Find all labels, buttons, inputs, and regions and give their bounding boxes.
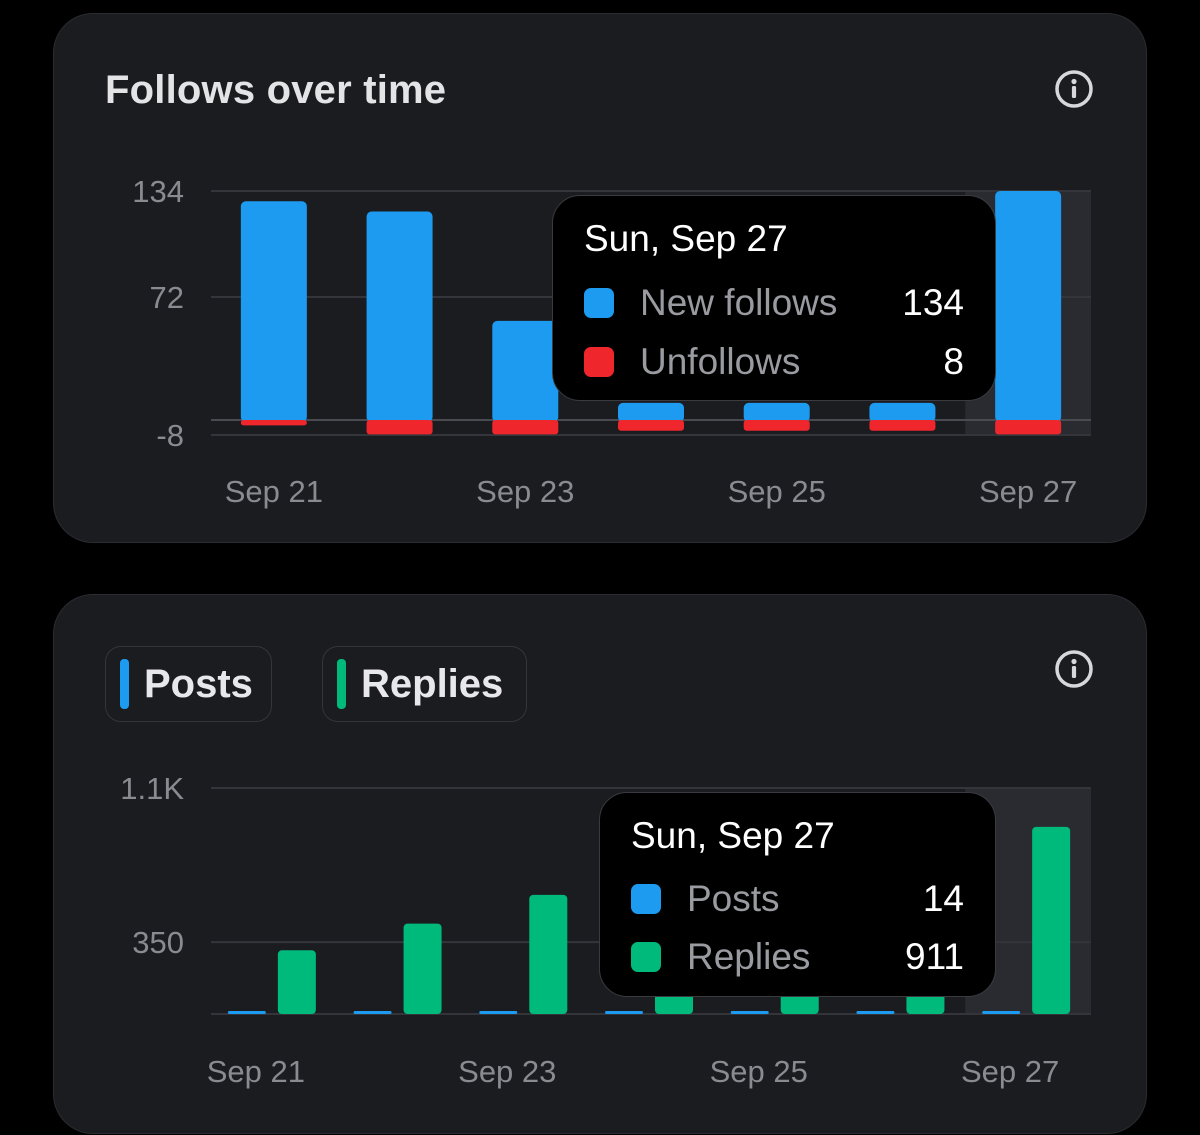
posts-swatch: [631, 884, 661, 914]
replies-toggle-label: Replies: [361, 661, 504, 706]
bar-posts-sep-25: [730, 1011, 769, 1014]
tooltip-value: 14: [922, 878, 964, 919]
posts-toggle[interactable]: Posts: [105, 646, 272, 722]
bar-new-follows-sep-25: [743, 402, 810, 422]
follows-card-title: Follows over time: [105, 68, 447, 112]
bar-new-follows-sep-26: [869, 402, 936, 422]
y-tick-label: 350: [132, 925, 184, 960]
bar-unfollows-sep-22: [366, 420, 433, 435]
bar-replies-sep-21: [277, 950, 316, 1014]
replies-toggle[interactable]: Replies: [322, 646, 527, 722]
posts-toggle-label: Posts: [144, 661, 253, 706]
bar-new-follows-sep-23: [492, 320, 559, 422]
bar-new-follows-sep-21: [240, 201, 307, 422]
tooltip-row-unfollows: Unfollows 8: [584, 337, 964, 387]
x-tick-label: Sep 23: [476, 474, 574, 509]
tooltip-row-new-follows: New follows 134: [584, 278, 964, 328]
bar-posts-sep-23: [479, 1011, 518, 1014]
posts-replies-chart-card: Posts Replies 1.1K 350 Sep 21 Sep 23 Sep 25 S…: [53, 594, 1147, 1134]
y-tick-label: 134: [132, 174, 184, 209]
info-circle-icon[interactable]: [1054, 649, 1094, 689]
bar-unfollows-sep-27: [995, 420, 1062, 435]
bar-unfollows-sep-23: [492, 420, 559, 435]
bar-posts-sep-27: [982, 1011, 1021, 1014]
tooltip-date: Sun, Sep 27: [584, 218, 788, 259]
x-tick-label: Sep 21: [207, 1054, 305, 1089]
replies-color-swatch: [337, 659, 346, 709]
y-tick-label: -8: [156, 418, 184, 453]
bar-posts-sep-26: [856, 1011, 895, 1014]
bar-new-follows-sep-24: [618, 402, 684, 422]
x-tick-label: Sep 25: [728, 474, 826, 509]
bar-new-follows-sep-22: [366, 211, 433, 422]
info-circle-icon[interactable]: [1054, 69, 1094, 109]
bar-replies-sep-23: [529, 894, 568, 1014]
y-tick-label: 72: [150, 280, 184, 315]
bar-new-follows-sep-27: [995, 191, 1062, 422]
x-tick-label: Sep 21: [225, 474, 323, 509]
x-tick-label: Sep 25: [710, 1054, 808, 1089]
posts-tooltip: Sun, Sep 27 Posts 14 Replies 911: [599, 792, 996, 997]
unfollows-swatch: [584, 347, 614, 377]
bar-posts-sep-24: [605, 1011, 643, 1014]
follows-tooltip: Sun, Sep 27 New follows 134 Unfollows 8: [552, 195, 996, 401]
replies-swatch: [631, 942, 661, 972]
bar-replies-sep-22: [403, 923, 442, 1014]
bar-unfollows-sep-25: [743, 420, 810, 431]
tooltip-row-replies: Replies 911: [631, 932, 964, 982]
bar-posts-sep-21: [227, 1011, 266, 1014]
x-tick-label: Sep 27: [979, 474, 1077, 509]
posts-color-swatch: [120, 659, 129, 709]
tooltip-label: Unfollows: [640, 341, 801, 382]
follows-chart-card: Follows over time 134 72 -8 Sep 21 Sep 23 Sep…: [53, 13, 1147, 543]
x-tick-label: Sep 27: [961, 1054, 1059, 1089]
tooltip-value: 134: [902, 282, 964, 323]
tooltip-label: Posts: [687, 878, 780, 919]
tooltip-row-posts: Posts 14: [631, 874, 964, 924]
bar-unfollows-sep-24: [618, 420, 684, 431]
tooltip-value: 911: [905, 936, 964, 977]
bar-replies-sep-27: [1032, 826, 1071, 1014]
bar-unfollows-sep-26: [869, 420, 936, 431]
bar-posts-sep-22: [353, 1011, 392, 1014]
tooltip-label: Replies: [687, 936, 811, 977]
bar-unfollows-sep-21: [240, 420, 307, 426]
x-tick-label: Sep 23: [458, 1054, 556, 1089]
y-tick-label: 1.1K: [120, 771, 184, 806]
tooltip-label: New follows: [640, 282, 838, 323]
tooltip-value: 8: [943, 341, 964, 382]
new-follows-swatch: [584, 288, 614, 318]
tooltip-date: Sun, Sep 27: [631, 815, 835, 856]
